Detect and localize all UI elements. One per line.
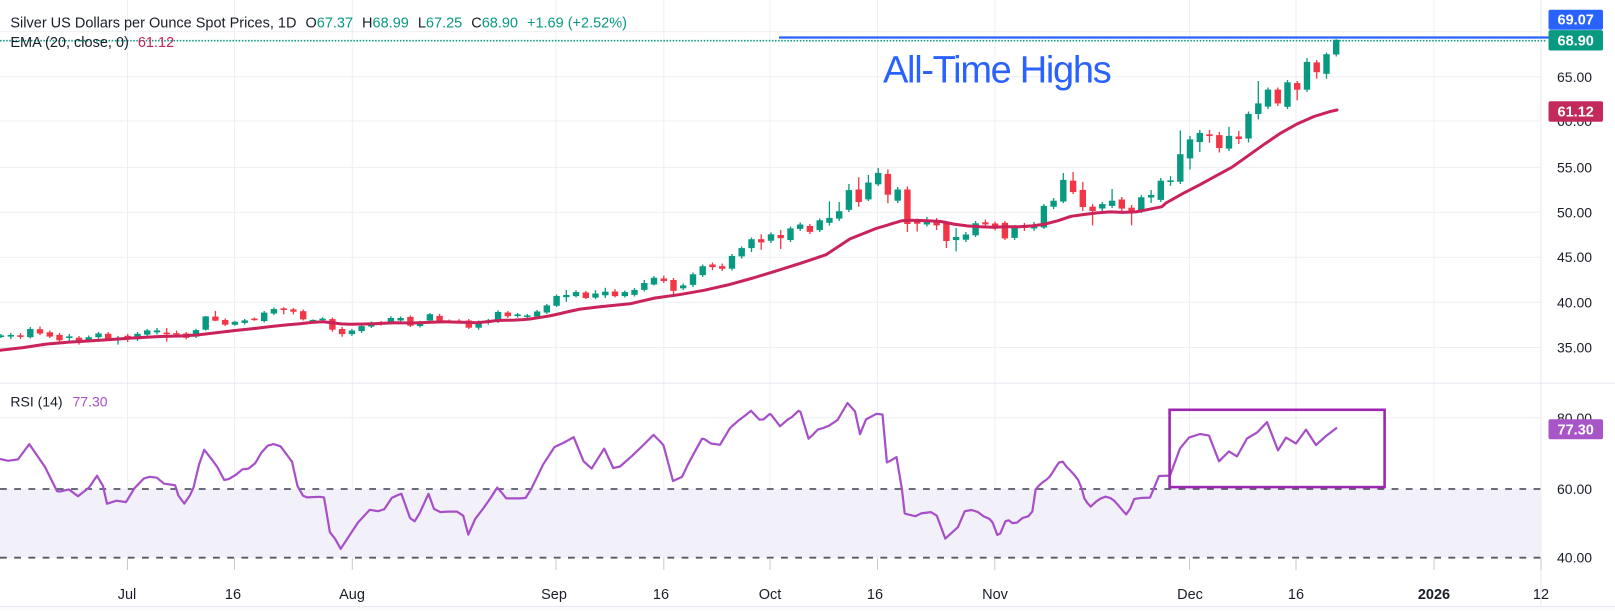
svg-text:2026: 2026 — [1418, 587, 1450, 603]
svg-text:16: 16 — [867, 587, 883, 603]
svg-text:Silver US Dollars per Ounce Sp: Silver US Dollars per Ounce Spot Prices,… — [10, 15, 627, 31]
svg-text:60.00: 60.00 — [1557, 481, 1592, 497]
svg-text:RSI (14)77.30: RSI (14) 77.30 — [10, 393, 107, 409]
svg-text:77.30: 77.30 — [1558, 422, 1594, 438]
svg-text:Oct: Oct — [759, 587, 782, 603]
svg-text:50.00: 50.00 — [1557, 204, 1592, 220]
svg-text:35.00: 35.00 — [1557, 340, 1592, 356]
svg-text:65.00: 65.00 — [1557, 69, 1592, 85]
svg-text:16: 16 — [1288, 587, 1304, 603]
svg-text:Dec: Dec — [1177, 587, 1203, 603]
svg-text:Nov: Nov — [982, 587, 1009, 603]
svg-text:40.00: 40.00 — [1557, 550, 1592, 566]
svg-text:55.00: 55.00 — [1557, 159, 1592, 175]
svg-text:69.07: 69.07 — [1558, 13, 1594, 29]
svg-text:16: 16 — [653, 587, 669, 603]
svg-text:Jul: Jul — [118, 587, 137, 603]
svg-text:Aug: Aug — [339, 587, 365, 603]
svg-text:16: 16 — [225, 587, 241, 603]
svg-text:EMA (20, close, 0)61.12: EMA (20, close, 0) 61.12 — [10, 35, 174, 51]
svg-text:12: 12 — [1533, 587, 1549, 603]
svg-text:68.90: 68.90 — [1558, 33, 1594, 49]
svg-text:61.12: 61.12 — [1558, 104, 1594, 120]
svg-text:40.00: 40.00 — [1557, 294, 1592, 310]
svg-text:45.00: 45.00 — [1557, 249, 1592, 265]
svg-text:All-Time Highs: All-Time Highs — [883, 50, 1111, 92]
svg-text:Sep: Sep — [541, 587, 567, 603]
